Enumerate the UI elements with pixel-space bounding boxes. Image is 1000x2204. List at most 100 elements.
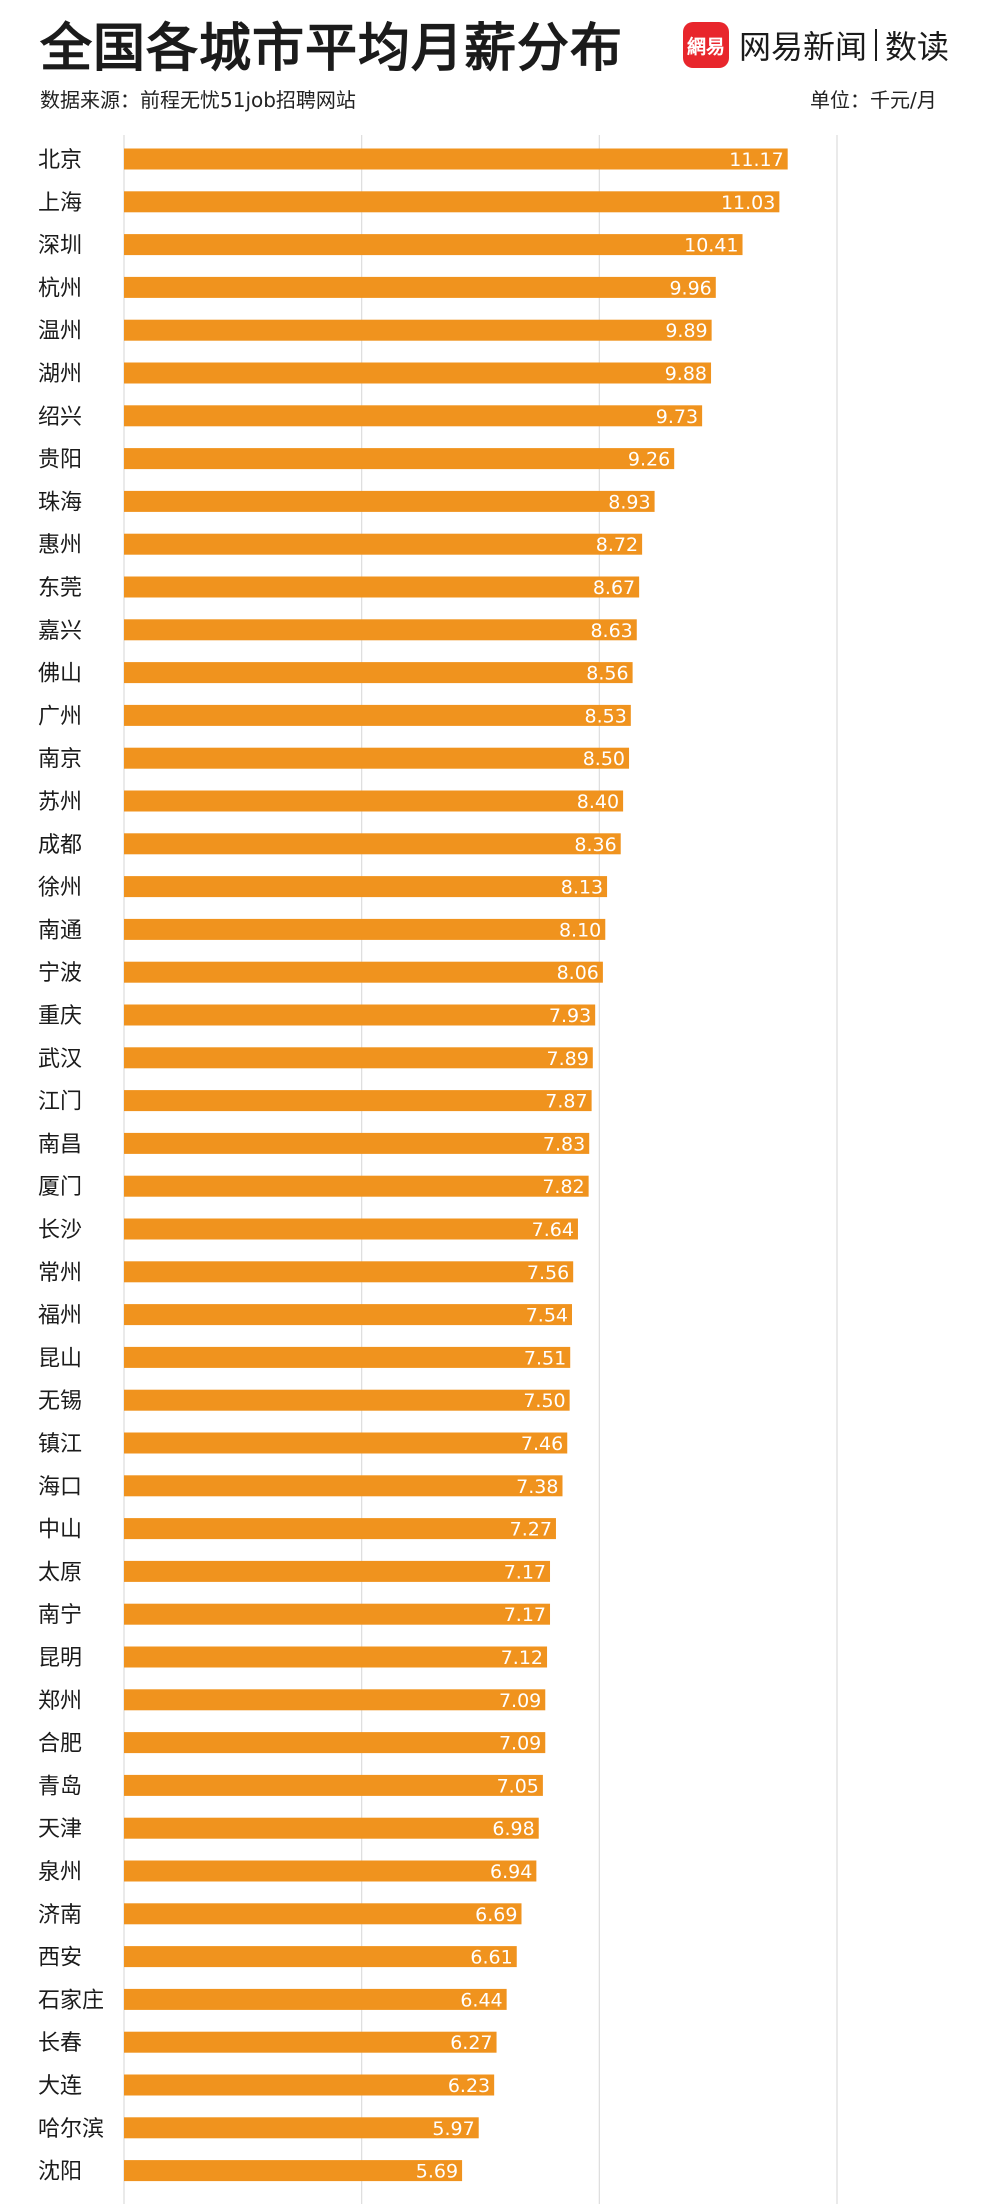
- value-label: 7.17: [504, 1604, 546, 1626]
- category-label: 合肥: [38, 1732, 82, 1757]
- bar: [124, 790, 624, 812]
- category-label: 北京: [38, 148, 82, 173]
- bar: [124, 1132, 590, 1154]
- value-label: 6.98: [492, 1818, 534, 1840]
- category-label: 湖州: [38, 362, 82, 387]
- category-label: 南京: [38, 747, 82, 772]
- value-label: 6.61: [470, 1947, 512, 1969]
- category-label: 西安: [38, 1946, 82, 1971]
- value-label: 8.10: [559, 919, 601, 941]
- value-label: 7.46: [521, 1433, 563, 1455]
- category-label: 上海: [38, 191, 82, 216]
- bar: [124, 2117, 479, 2139]
- bar: [124, 833, 621, 855]
- bar: [124, 276, 716, 298]
- category-label: 青岛: [38, 1774, 82, 1799]
- value-label: 8.50: [583, 748, 625, 770]
- category-label: 南宁: [38, 1603, 82, 1628]
- value-label: 7.38: [516, 1476, 558, 1498]
- value-label: 5.69: [416, 2161, 458, 2183]
- value-label: 7.51: [524, 1347, 566, 1369]
- value-label: 8.06: [557, 962, 599, 984]
- bar: [124, 1304, 573, 1326]
- bar: [124, 1860, 537, 1882]
- bar: [124, 1346, 571, 1368]
- chart-title: 全国各城市平均月薪分布: [40, 19, 624, 79]
- bar: [124, 1218, 578, 1240]
- bar: [124, 747, 630, 769]
- value-label: 8.72: [596, 534, 638, 556]
- value-label: 8.67: [593, 577, 635, 599]
- bar: [124, 1175, 589, 1197]
- category-label: 深圳: [38, 234, 82, 259]
- value-label: 8.36: [574, 834, 616, 856]
- category-label: 佛山: [38, 662, 82, 687]
- category-label: 贵阳: [38, 448, 82, 473]
- category-label: 南通: [38, 918, 82, 943]
- bar: [124, 148, 788, 170]
- value-label: 9.89: [665, 320, 707, 342]
- bar: [124, 533, 643, 555]
- category-label: 长春: [38, 2031, 82, 2056]
- value-label: 11.03: [721, 192, 775, 214]
- value-label: 10.41: [684, 235, 738, 257]
- category-label: 中山: [38, 1518, 82, 1543]
- bar: [124, 1389, 570, 1411]
- category-label: 嘉兴: [38, 619, 82, 644]
- bar: [124, 362, 712, 384]
- bar: [124, 405, 703, 427]
- value-label: 9.26: [628, 449, 670, 471]
- value-label: 7.56: [527, 1262, 569, 1284]
- category-label: 海口: [38, 1475, 82, 1500]
- bar: [124, 1774, 543, 1796]
- data-source: 数据来源：前程无忧51job招聘网站: [40, 88, 356, 112]
- category-label: 长沙: [38, 1218, 82, 1243]
- bar: [124, 319, 712, 341]
- bar: [124, 2074, 495, 2096]
- bar: [124, 448, 675, 470]
- bar: [124, 1988, 507, 2010]
- bar: [124, 1946, 517, 1968]
- value-label: 7.93: [549, 1005, 591, 1027]
- category-label: 珠海: [38, 490, 82, 515]
- bar: [124, 576, 640, 598]
- netease-logo-icon: 網易: [683, 22, 729, 68]
- bar: [124, 1518, 556, 1540]
- category-label: 成都: [38, 833, 82, 858]
- category-label: 镇江: [38, 1432, 82, 1457]
- header: 全国各城市平均月薪分布 網易 网易新闻 数读 数据来源：前程无忧51job招聘网…: [0, 0, 1000, 120]
- category-label: 泉州: [38, 1860, 82, 1885]
- brand-separator: [875, 29, 878, 61]
- category-label: 大连: [38, 2074, 82, 2099]
- bar: [124, 1560, 551, 1582]
- bar: [124, 1047, 593, 1069]
- value-label: 9.73: [656, 406, 698, 428]
- category-label: 昆山: [38, 1346, 82, 1371]
- value-label: 6.44: [460, 1989, 502, 2011]
- bar: [124, 2031, 497, 2053]
- category-label: 常州: [38, 1261, 82, 1286]
- category-label: 无锡: [38, 1389, 82, 1414]
- value-label: 8.53: [585, 705, 627, 727]
- bar: [124, 1432, 568, 1454]
- bar-chart: 北京 11.17 上海 11.03 深圳 10.41 杭州 9.96 温州 9.89 湖州 9.88 绍…: [38, 135, 838, 2204]
- category-label: 宁波: [38, 961, 82, 986]
- value-label: 7.64: [532, 1219, 574, 1241]
- category-label: 哈尔滨: [38, 2117, 104, 2142]
- category-label: 天津: [38, 1817, 82, 1842]
- value-label: 5.97: [432, 2118, 474, 2140]
- value-label: 7.09: [499, 1690, 541, 1712]
- category-label: 武汉: [38, 1047, 82, 1072]
- value-label: 6.27: [450, 2032, 492, 2054]
- value-label: 6.69: [475, 1904, 517, 1926]
- category-label: 郑州: [38, 1689, 82, 1714]
- bar: [124, 1817, 539, 1839]
- bar: [124, 1261, 574, 1283]
- brand-name: 网易新闻: [739, 28, 868, 66]
- bar: [124, 662, 633, 684]
- category-label: 惠州: [38, 533, 82, 558]
- category-label: 石家庄: [38, 1988, 104, 2013]
- bar: [124, 619, 637, 641]
- bar: [124, 1090, 592, 1112]
- bar: [124, 1689, 546, 1711]
